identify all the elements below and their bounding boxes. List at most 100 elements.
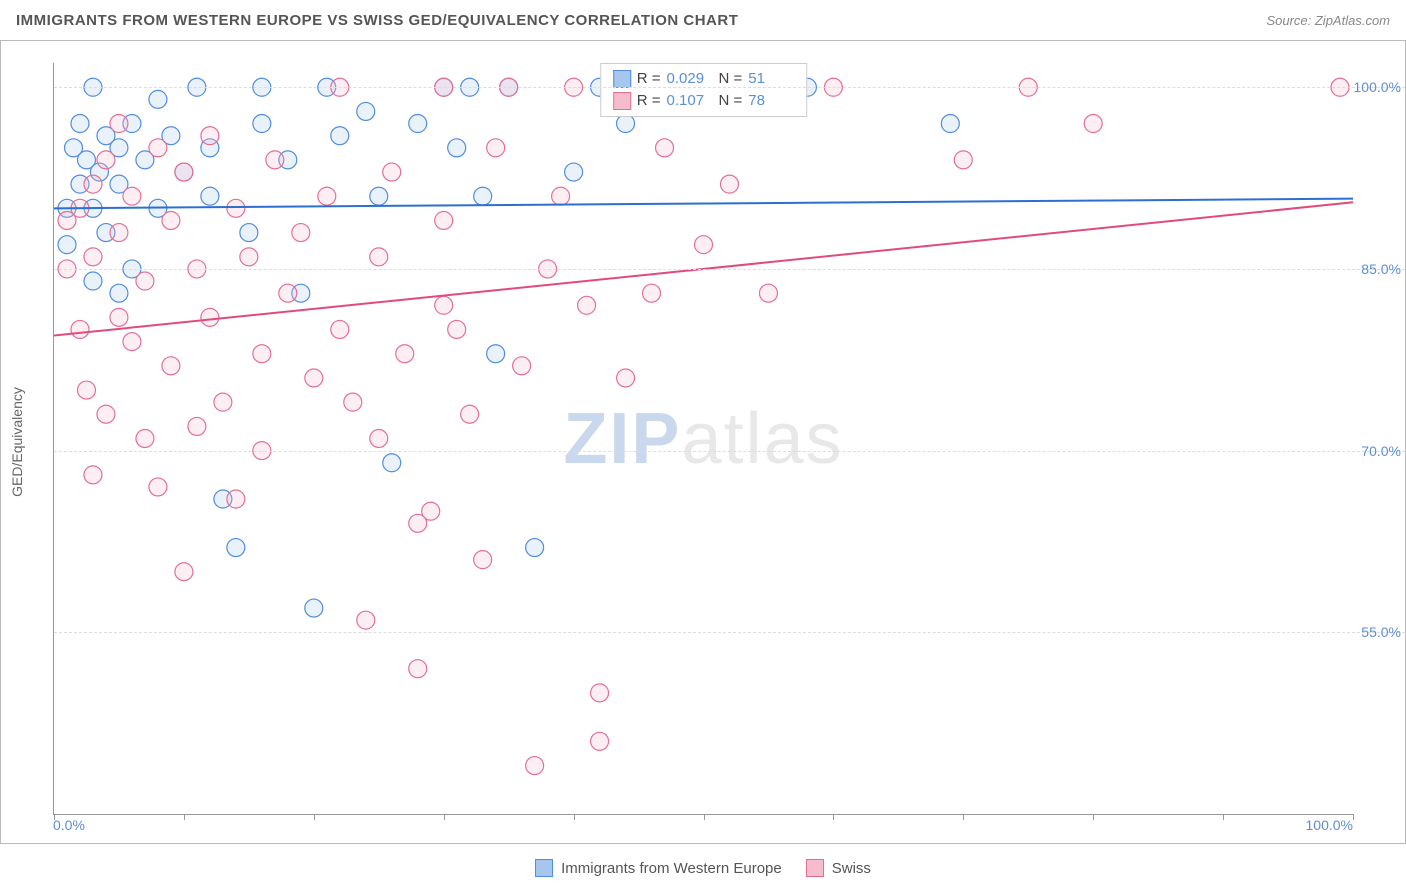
data-point xyxy=(643,284,661,302)
gridline xyxy=(54,632,1405,633)
data-point xyxy=(149,90,167,108)
data-point xyxy=(279,284,297,302)
x-tick xyxy=(444,814,445,820)
gridline xyxy=(54,269,1405,270)
data-point xyxy=(318,187,336,205)
gridline xyxy=(54,87,1405,88)
data-point xyxy=(240,248,258,266)
plot-area: ZIPatlas R = 0.029 N = 51 R = 0.107 N = … xyxy=(53,63,1353,815)
data-point xyxy=(110,115,128,133)
data-point xyxy=(487,139,505,157)
x-tick xyxy=(1353,814,1354,820)
trend-line xyxy=(54,199,1353,209)
y-tick-label: 55.0% xyxy=(1361,624,1401,640)
x-tick xyxy=(574,814,575,820)
data-point xyxy=(227,199,245,217)
data-point xyxy=(526,539,544,557)
bottom-legend-item-0: Immigrants from Western Europe xyxy=(535,859,782,877)
data-point xyxy=(954,151,972,169)
data-point xyxy=(591,684,609,702)
data-point xyxy=(188,417,206,435)
data-point xyxy=(720,175,738,193)
data-point xyxy=(487,345,505,363)
x-tick xyxy=(963,814,964,820)
data-point xyxy=(656,139,674,157)
data-point xyxy=(71,320,89,338)
swatch-bottom-1 xyxy=(806,859,824,877)
y-tick-label: 85.0% xyxy=(1361,261,1401,277)
n-value-1: 78 xyxy=(748,90,794,112)
bottom-legend-item-1: Swiss xyxy=(806,859,871,877)
data-point xyxy=(149,139,167,157)
data-point xyxy=(617,369,635,387)
x-tick xyxy=(1093,814,1094,820)
data-point xyxy=(941,115,959,133)
n-label: N = xyxy=(719,90,743,112)
data-point xyxy=(201,187,219,205)
data-point xyxy=(227,490,245,508)
data-point xyxy=(292,224,310,242)
r-value-1: 0.107 xyxy=(667,90,713,112)
swatch-series-0 xyxy=(613,70,631,88)
data-point xyxy=(617,115,635,133)
source-label: Source: ZipAtlas.com xyxy=(1266,13,1390,28)
data-point xyxy=(357,102,375,120)
data-point xyxy=(123,333,141,351)
data-point xyxy=(409,115,427,133)
data-point xyxy=(383,454,401,472)
data-point xyxy=(227,539,245,557)
data-point xyxy=(526,757,544,775)
data-point xyxy=(344,393,362,411)
data-point xyxy=(331,127,349,145)
legend-row-series-1: R = 0.107 N = 78 xyxy=(613,90,795,112)
data-point xyxy=(253,115,271,133)
data-point xyxy=(214,393,232,411)
data-point xyxy=(253,345,271,363)
data-point xyxy=(331,320,349,338)
x-tick xyxy=(1223,814,1224,820)
data-point xyxy=(591,732,609,750)
data-point xyxy=(370,248,388,266)
y-tick-label: 100.0% xyxy=(1354,79,1401,95)
data-point xyxy=(149,478,167,496)
data-point xyxy=(396,345,414,363)
correlation-legend: R = 0.029 N = 51 R = 0.107 N = 78 xyxy=(600,63,808,117)
data-point xyxy=(565,163,583,181)
data-point xyxy=(84,272,102,290)
bottom-legend: Immigrants from Western Europe Swiss xyxy=(0,844,1406,892)
gridline xyxy=(54,451,1405,452)
data-point xyxy=(97,405,115,423)
x-tick xyxy=(833,814,834,820)
data-point xyxy=(305,369,323,387)
data-point xyxy=(1084,115,1102,133)
data-point xyxy=(162,212,180,230)
data-point xyxy=(110,308,128,326)
data-point xyxy=(136,430,154,448)
x-tick xyxy=(184,814,185,820)
data-point xyxy=(136,272,154,290)
data-point xyxy=(474,551,492,569)
data-point xyxy=(759,284,777,302)
x-axis-min-label: 0.0% xyxy=(53,817,85,833)
data-point xyxy=(578,296,596,314)
data-point xyxy=(513,357,531,375)
data-point xyxy=(435,296,453,314)
data-point xyxy=(266,151,284,169)
data-point xyxy=(461,405,479,423)
swatch-series-1 xyxy=(613,92,631,110)
header: IMMIGRANTS FROM WESTERN EUROPE VS SWISS … xyxy=(0,0,1406,40)
data-point xyxy=(357,611,375,629)
data-point xyxy=(123,187,141,205)
data-point xyxy=(370,187,388,205)
series-name-0: Immigrants from Western Europe xyxy=(561,860,782,877)
r-label: R = xyxy=(637,90,661,112)
data-point xyxy=(201,308,219,326)
page-title: IMMIGRANTS FROM WESTERN EUROPE VS SWISS … xyxy=(16,12,738,29)
data-point xyxy=(84,466,102,484)
data-point xyxy=(110,284,128,302)
data-point xyxy=(71,115,89,133)
x-tick xyxy=(314,814,315,820)
data-point xyxy=(77,381,95,399)
data-point xyxy=(240,224,258,242)
chart-container: GED/Equivalency ZIPatlas R = 0.029 N = 5… xyxy=(0,40,1406,844)
